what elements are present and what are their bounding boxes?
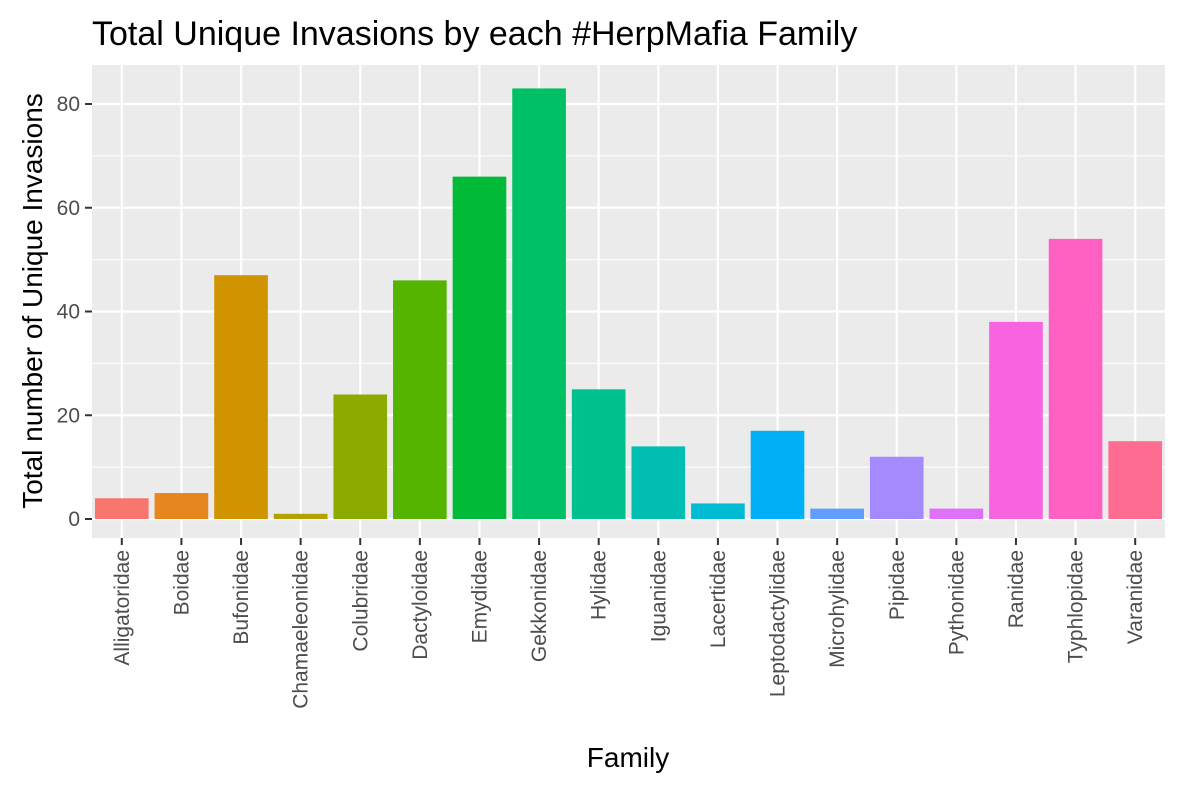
y-tick-label: 40 bbox=[57, 301, 80, 324]
x-tick-label: Emydidae bbox=[468, 550, 491, 643]
y-tick-label: 60 bbox=[57, 197, 80, 220]
x-tick-label: Gekkonidae bbox=[528, 550, 551, 662]
bar-leptodactylidae bbox=[750, 430, 805, 519]
bar-chamaeleonidae bbox=[273, 513, 328, 519]
y-axis-ticks: 0 20 40 60 80 bbox=[57, 93, 92, 531]
x-tick-label: Pythonidae bbox=[945, 550, 968, 655]
x-tick-label: Lacertidae bbox=[707, 550, 730, 648]
bar-emydidae bbox=[452, 176, 507, 519]
minor-gridlines bbox=[92, 155, 1165, 468]
x-tick-label: Varanidae bbox=[1124, 550, 1147, 644]
y-axis-title: Total number of Unique Invasions bbox=[17, 93, 48, 509]
y-tick-label: 0 bbox=[68, 508, 80, 531]
bar-dactyloidae bbox=[393, 280, 447, 519]
plot-panel bbox=[92, 65, 1165, 538]
bar-ranidae bbox=[989, 321, 1043, 519]
x-axis-title: Family bbox=[587, 742, 669, 773]
bar-bufonidae bbox=[214, 275, 268, 519]
x-tick-label: Ranidae bbox=[1005, 550, 1028, 628]
bar-boidae bbox=[154, 493, 209, 519]
bar-pipidae bbox=[869, 456, 924, 519]
y-tick-label: 80 bbox=[57, 93, 80, 116]
bar-pythonidae bbox=[929, 508, 984, 519]
bars-group bbox=[94, 88, 1163, 519]
x-tick-label: Boidae bbox=[170, 550, 193, 615]
chart-title: Total Unique Invasions by each #HerpMafi… bbox=[92, 15, 857, 53]
bar-hylidae bbox=[571, 389, 626, 519]
x-tick-label: Hylidae bbox=[588, 550, 611, 620]
x-tick-label: Typhlopidae bbox=[1065, 550, 1088, 663]
x-tick-label: Bufonidae bbox=[230, 550, 253, 645]
bar-gekkonidae bbox=[512, 88, 566, 519]
x-tick-label: Pipidae bbox=[886, 550, 909, 620]
bar-varanidae bbox=[1108, 441, 1163, 519]
bar-microhylidae bbox=[810, 508, 864, 519]
bar-colubridae bbox=[333, 394, 388, 519]
x-tick-label: Microhylidae bbox=[826, 550, 849, 668]
x-tick-label: Colubridae bbox=[349, 550, 372, 652]
x-tick-label: Leptodactylidae bbox=[767, 550, 790, 697]
y-tick-label: 20 bbox=[57, 404, 80, 427]
bar-typhlopidae bbox=[1048, 238, 1103, 519]
bar-iguanidae bbox=[631, 446, 686, 519]
x-tick-label: Chamaeleonidae bbox=[290, 550, 313, 709]
bar-alligatoridae bbox=[94, 498, 149, 519]
x-tick-label: Iguanidae bbox=[647, 550, 670, 642]
bar-lacertidae bbox=[691, 503, 745, 519]
x-axis-ticks: Alligatoridae Boidae Bufonidae Chamaeleonid… bbox=[111, 538, 1147, 709]
x-tick-label: Alligatoridae bbox=[111, 550, 134, 666]
x-tick-label: Dactyloidae bbox=[409, 550, 432, 660]
